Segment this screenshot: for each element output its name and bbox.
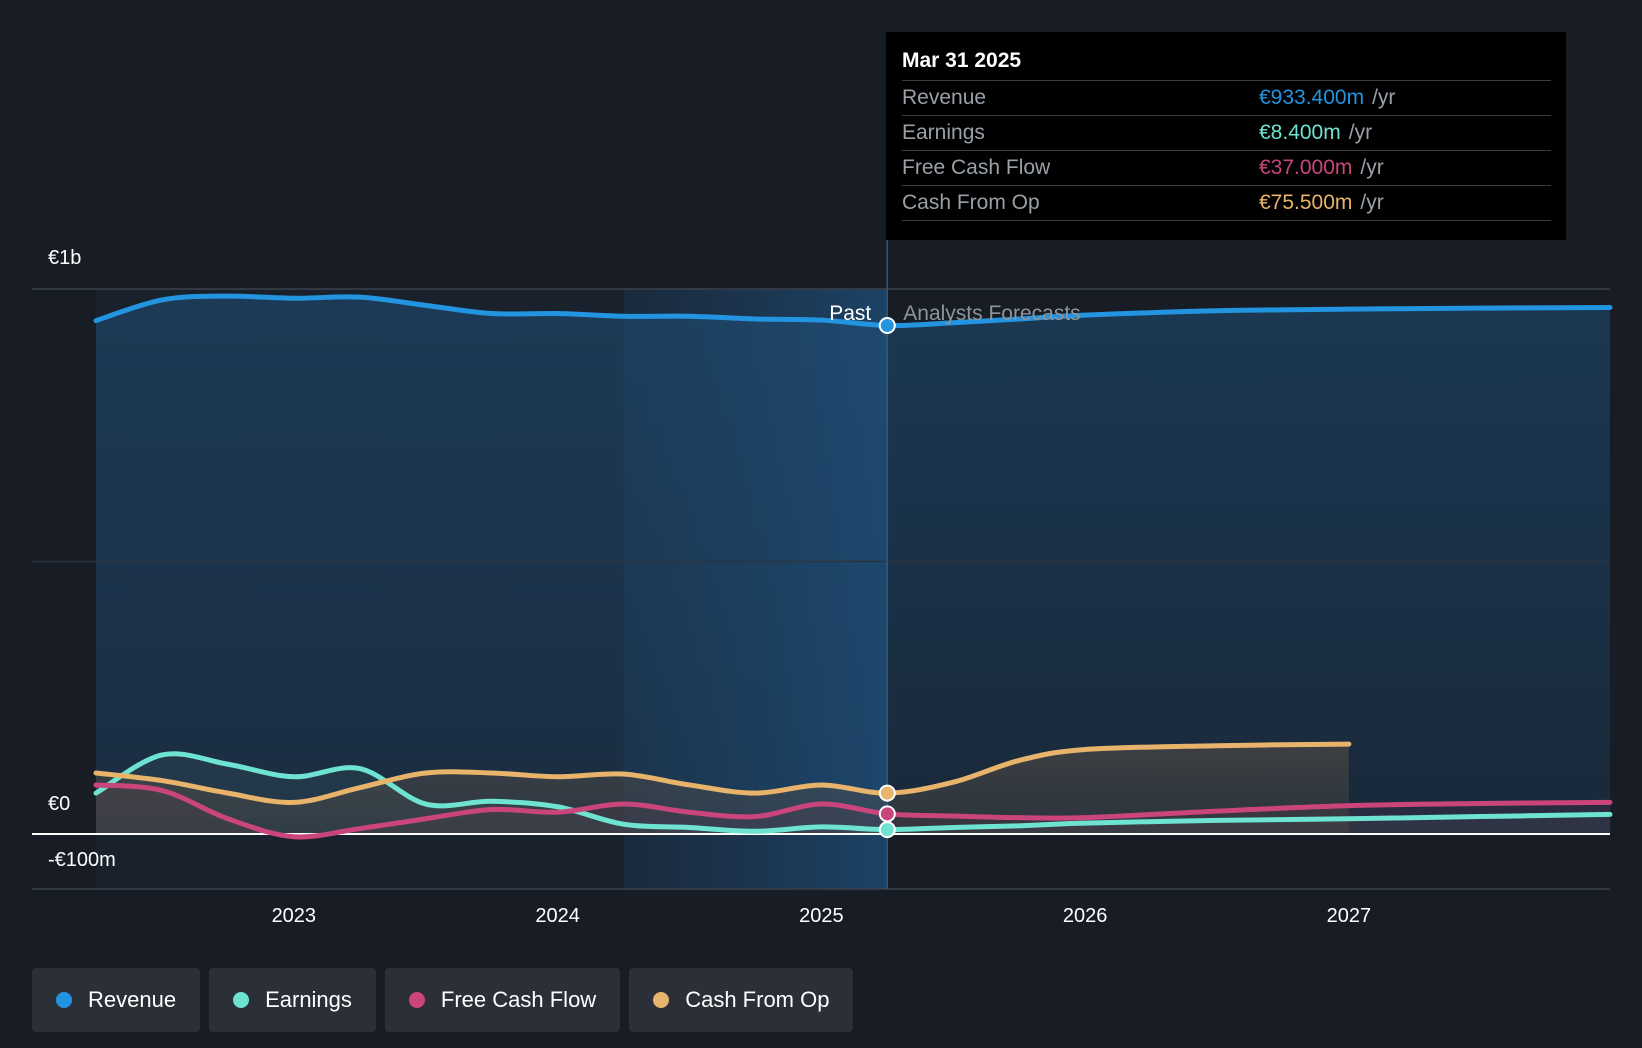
legend-item-revenue[interactable]: Revenue: [32, 968, 201, 1032]
marker-revenue: [878, 317, 896, 335]
tooltip-label: Revenue: [902, 86, 987, 109]
marker-free-cash-flow: [878, 805, 896, 823]
tooltip-value: €933.400m: [1259, 86, 1365, 109]
legend-item-earnings[interactable]: Earnings: [209, 968, 376, 1032]
legend-label: Revenue: [88, 987, 177, 1012]
series-line-free-cash-flow: [93, 782, 1613, 840]
tooltip-date: Mar 31 2025: [902, 49, 1022, 72]
series-line-cash-from-op: [93, 741, 1352, 805]
tooltip-value: €8.400m: [1259, 121, 1341, 144]
legend-label: Cash From Op: [685, 987, 830, 1012]
series-line-revenue: [93, 293, 1613, 329]
marker-cash-from-op: [878, 784, 896, 802]
legend-dot-icon: [233, 992, 250, 1008]
series-line-earnings: [93, 751, 1613, 834]
x-tick-label: 2023: [272, 905, 317, 927]
past-label: Past: [829, 302, 871, 325]
area-revenue: [96, 296, 1610, 834]
x-tick-label: 2025: [799, 905, 844, 927]
legend-item-cash-from-op[interactable]: Cash From Op: [629, 968, 854, 1032]
legend-dot-icon: [408, 992, 425, 1008]
tooltip-unit: /yr: [1360, 191, 1384, 214]
tooltip-value: €37.000m: [1259, 156, 1353, 179]
tooltip-row-revenue: Revenue €933.400m /yr: [902, 80, 1551, 115]
tooltip-value: €75.500m: [1259, 191, 1353, 214]
tooltip-label: Cash From Op: [902, 191, 1040, 214]
x-tick-label: 2024: [535, 905, 580, 927]
tooltip-row-earnings: Earnings €8.400m /yr: [902, 115, 1551, 150]
marker-earnings: [878, 821, 896, 839]
tooltip-panel: Mar 31 2025 Revenue €933.400m /yr Earnin…: [886, 32, 1566, 240]
x-tick-label: 2027: [1327, 905, 1372, 927]
legend-item-free-cash-flow[interactable]: Free Cash Flow: [384, 968, 621, 1032]
area-cash-from-op: [96, 744, 1349, 834]
tooltip-unit: /yr: [1372, 86, 1396, 109]
tooltip-label: Free Cash Flow: [902, 156, 1051, 179]
y-tick-label: €0: [48, 793, 70, 815]
forecast-label: Analysts Forecasts: [903, 302, 1080, 325]
y-tick-label: €1b: [48, 247, 81, 269]
legend-label: Free Cash Flow: [440, 987, 597, 1012]
legend-dot-icon: [56, 992, 72, 1008]
legend-dot-icon: [653, 992, 670, 1008]
tooltip-row-cash-from-op: Cash From Op €75.500m /yr: [902, 185, 1551, 221]
tooltip-unit: /yr: [1348, 121, 1373, 144]
legend-label: Earnings: [265, 987, 352, 1012]
tooltip-unit: /yr: [1360, 156, 1384, 179]
legend: Revenue Earnings Free Cash Flow Cash Fro…: [32, 968, 854, 1032]
y-tick-label: -€100m: [48, 849, 116, 871]
x-tick-label: 2026: [1063, 905, 1108, 927]
tooltip-row-free-cash-flow: Free Cash Flow €37.000m /yr: [902, 150, 1551, 185]
tooltip-label: Earnings: [902, 121, 985, 144]
